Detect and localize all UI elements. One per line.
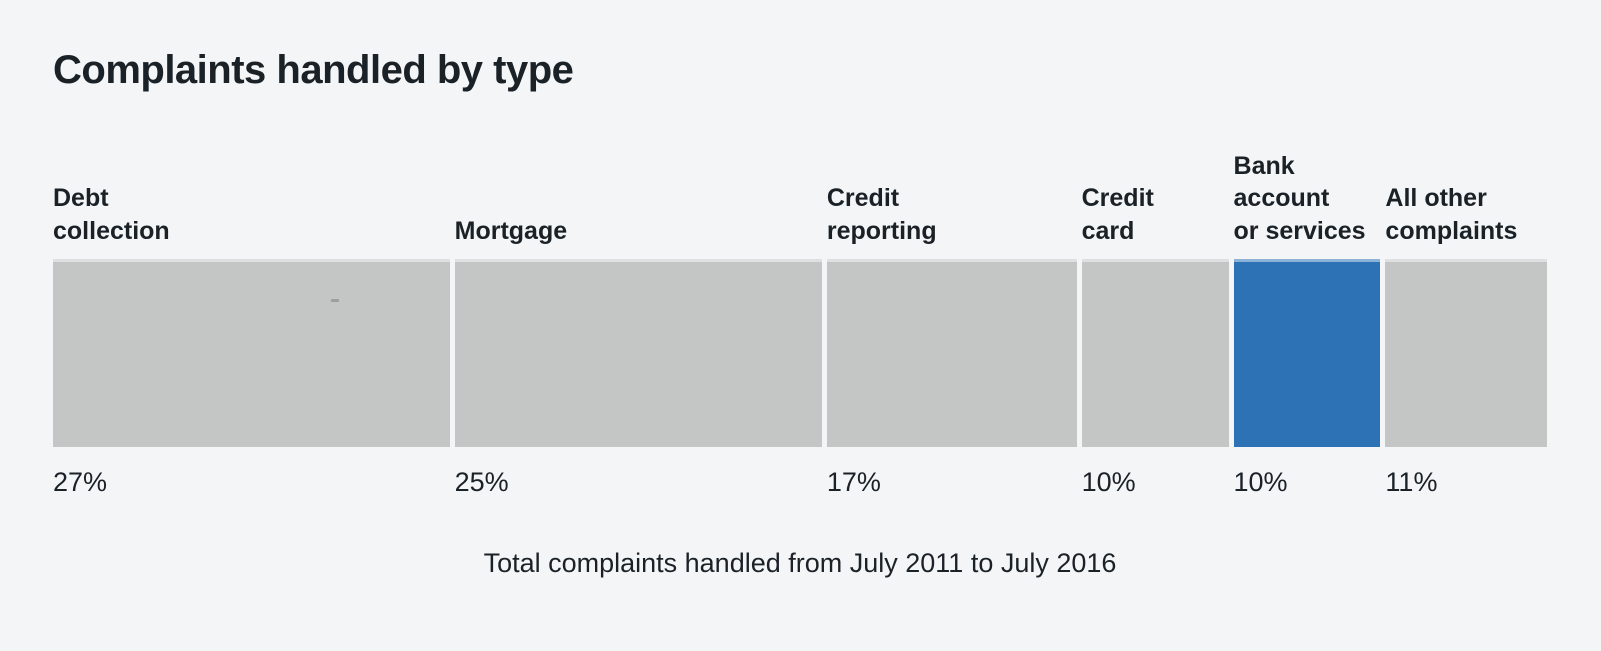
chart-container: Complaints handled by type Debt collecti… — [53, 48, 1548, 579]
segment-value: 25% — [454, 467, 509, 497]
bar-segment — [454, 259, 822, 447]
segment-value: 10% — [1081, 467, 1136, 497]
bar-segment — [1385, 259, 1548, 447]
segment-value: 11% — [1385, 467, 1438, 497]
segment-value: 17% — [826, 467, 881, 497]
segment-value: 27% — [53, 467, 108, 497]
segment-label: Bank account or services — [1233, 151, 1366, 245]
chart-column-bank-account-or-services: Bank account or services 10% — [1233, 92, 1381, 498]
segment-label: Mortgage — [454, 216, 568, 245]
segment-label: All other complaints — [1385, 184, 1518, 245]
chart-column-mortgage: Mortgage 25% — [454, 92, 822, 498]
segmented-bar-chart: Debt collection 27% Mortgage 25% Credit … — [53, 92, 1548, 498]
chart-column-debt-collection: Debt collection 27% — [53, 92, 450, 498]
bar-segment-highlighted — [1233, 259, 1381, 447]
chart-caption: Total complaints handled from July 2011 … — [483, 548, 1117, 579]
bar-segment — [1081, 259, 1229, 447]
chart-column-credit-card: Credit card 10% — [1081, 92, 1229, 498]
chart-column-credit-reporting: Credit reporting 17% — [826, 92, 1077, 498]
chart-column-all-other-complaints: All other complaints 11% — [1385, 92, 1548, 498]
stray-mark — [331, 299, 339, 302]
segment-label: Debt collection — [53, 184, 170, 245]
bar-segment — [826, 259, 1077, 447]
segment-label: Credit card — [1081, 184, 1154, 245]
bar-segment — [53, 259, 450, 447]
segment-label: Credit reporting — [826, 184, 937, 245]
segment-value: 10% — [1233, 467, 1288, 497]
chart-title: Complaints handled by type — [53, 48, 574, 92]
